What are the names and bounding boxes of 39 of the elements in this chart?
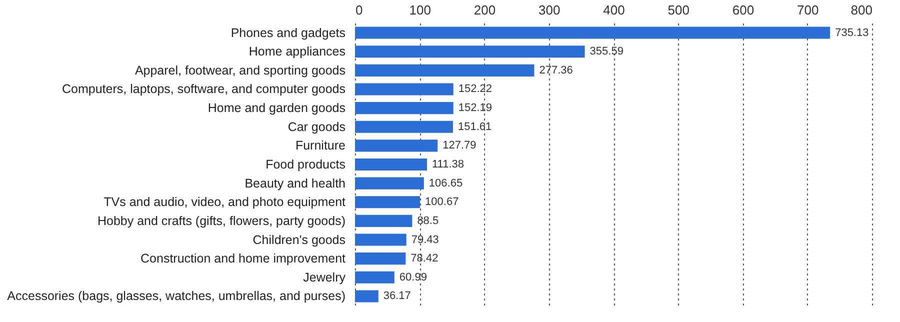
y-tick-label: Jewelry [303,270,346,284]
x-tick-label: 700 [797,2,819,18]
y-tick-label: Car goods [288,120,346,134]
data-label: 78.42 [410,252,438,265]
y-tick-label: Furniture [295,138,346,153]
y-tick-label: Home appliances [248,44,346,59]
x-tick-label: 300 [538,2,560,18]
y-tick-label: Construction and home improvement [140,252,346,266]
y-tick-label: Apparel, footwear, and sporting goods [134,63,346,78]
data-label: 277.36 [539,64,573,76]
x-tick-label: 200 [474,2,496,18]
data-label: 151.61 [458,120,492,133]
x-tick-label: 600 [732,2,754,18]
data-label: 127.79 [442,140,476,152]
data-label: 111.38 [432,158,464,170]
x-tick-label: 400 [603,2,625,18]
data-label: 88.5 [417,214,439,227]
data-label: 79.43 [411,234,439,246]
y-tick-label: Beauty and health [244,176,346,190]
data-label: 735.13 [835,26,869,39]
x-tick-label: 0 [356,2,363,18]
x-tick-label: 500 [668,2,690,18]
data-label: 106.65 [428,177,463,190]
data-label: 152.19 [458,102,492,114]
data-label: 355.59 [590,46,624,58]
y-tick-label: Hobby and crafts (gifts, flowers, party goods) [97,214,346,228]
data-label: 36.17 [383,290,411,302]
y-tick-label: Phones and gadgets [230,26,346,40]
y-tick-label: Accessories (bags, glasses, watches, umbrellas, and purses) [7,289,346,304]
y-tick-label: Children's goods [252,232,346,247]
x-tick-label: 100 [409,2,431,18]
y-tick-label: Food products [266,158,346,172]
y-tick-label: Home and garden goods [208,101,346,116]
x-tick-label: 800 [850,2,872,18]
data-label: 60.99 [399,271,427,284]
y-tick-label: TVs and audio, video, and photo equipment [104,195,346,210]
data-label: 100.67 [425,196,459,208]
y-tick-label: Computers, laptops, software, and computer goods [62,82,346,96]
data-label: 152.22 [458,83,492,96]
